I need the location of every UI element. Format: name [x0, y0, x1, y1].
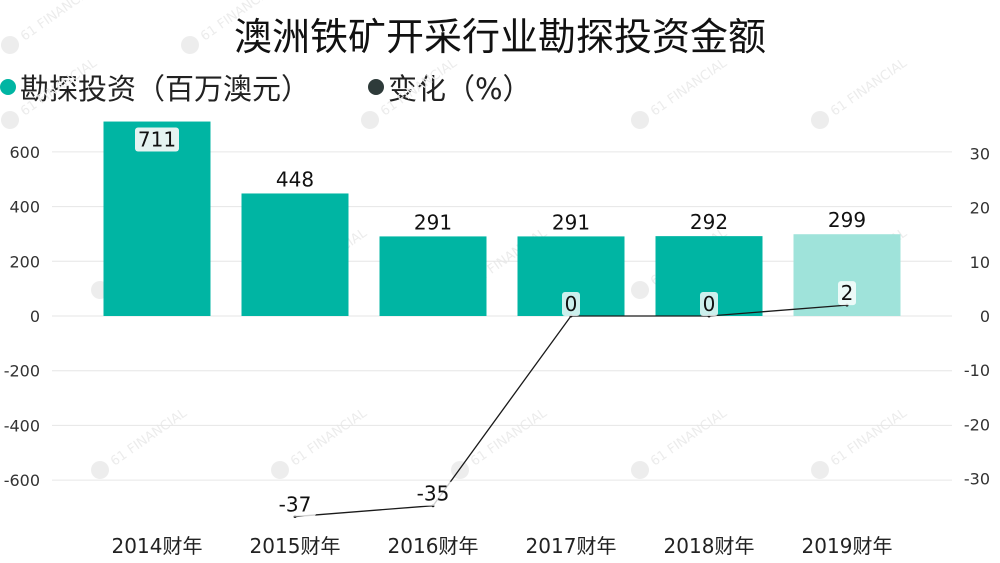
watermark-circle-icon [631, 281, 649, 299]
watermark-circle-icon [1, 111, 19, 129]
y-left-tick-label: -600 [4, 471, 40, 490]
watermark-logo-icon: 61 FINANCIAL [1, 55, 100, 129]
y-right-tick-label: 10 [970, 253, 990, 272]
watermark-circle-icon [361, 111, 379, 129]
watermark-logo-icon: 61 FINANCIAL [631, 55, 730, 129]
bar-data-label: 292 [690, 210, 728, 234]
bar [379, 236, 487, 316]
y-left-tick-label: 0 [30, 307, 40, 326]
bar-data-label: 448 [276, 167, 314, 191]
legend-label-change: 变化（%） [388, 72, 532, 106]
axis-layer: 6004002000-200-400-6003020100-10-20-3020… [4, 143, 990, 558]
bar [103, 121, 211, 316]
watermark-circle-icon [811, 111, 829, 129]
line-label-box [274, 492, 316, 517]
bar-data-label: 291 [552, 210, 590, 234]
line-label-box [562, 292, 580, 316]
watermark-circle-icon [1, 36, 19, 54]
watermark-logo-icon: 61 FINANCIAL [271, 405, 370, 479]
line-label-box [700, 292, 718, 316]
line-data-label: 2 [841, 281, 854, 305]
x-tick-label: 2014财年 [112, 534, 203, 558]
y-left-tick-label: -400 [4, 416, 40, 435]
watermark-text: 61 FINANCIAL [648, 405, 730, 469]
legend-item-investment[interactable]: 勘探投资（百万澳元） [0, 66, 310, 108]
line-data-label: 0 [565, 292, 578, 316]
watermark-logo-icon: 61 FINANCIAL [181, 0, 280, 54]
x-tick-label: 2016财年 [388, 534, 479, 558]
y-right-tick-label: 20 [970, 199, 990, 218]
watermark-circle-icon [631, 461, 649, 479]
watermark-logo-icon: 61 FINANCIAL [1, 0, 100, 54]
x-tick-label: 2018财年 [664, 534, 755, 558]
y-right-tick-label: -20 [964, 415, 990, 434]
watermark-circle-icon [631, 111, 649, 129]
watermark-circle-icon [91, 461, 109, 479]
watermark-text: 61 FINANCIAL [378, 55, 460, 119]
y-left-tick-label: 400 [9, 198, 40, 217]
bar-layer: 711 448 291 291 292 299 [103, 121, 901, 316]
y-right-tick-label: 30 [970, 144, 990, 163]
y-left-tick-label: 600 [9, 143, 40, 162]
change-line [294, 304, 848, 518]
bar-label-box [135, 127, 179, 152]
y-left-tick-label: 200 [9, 252, 40, 271]
x-tick-label: 2015财年 [250, 534, 341, 558]
watermark-text: 61 FINANCIAL [198, 0, 280, 44]
watermark-text: 61 FINANCIAL [18, 55, 100, 119]
bar-data-label: 711 [138, 128, 176, 152]
y-right-tick-label: 0 [980, 307, 990, 326]
watermark-text: 61 FINANCIAL [108, 405, 190, 469]
watermark-text: 61 FINANCIAL [18, 0, 100, 44]
watermark-text: 61 FINANCIAL [468, 405, 550, 469]
line-layer: -37 -35 0 0 2 [274, 281, 856, 519]
line-data-label: -37 [279, 493, 312, 517]
watermark-logo-icon: 61 FINANCIAL [811, 55, 910, 129]
watermark-text: 61 FINANCIAL [828, 55, 910, 119]
bar-data-label: 291 [414, 210, 452, 234]
watermark-text: 61 FINANCIAL [828, 405, 910, 469]
watermark-text: 61 FINANCIAL [288, 405, 370, 469]
watermark-logo-icon: 61 FINANCIAL [631, 405, 730, 479]
watermark-logo-icon: 61 FINANCIAL [811, 405, 910, 479]
chart-title: 澳洲铁矿开采行业勘探投资金额 [233, 15, 766, 59]
y-left-tick-label: -200 [4, 362, 40, 381]
line-data-label: 0 [703, 292, 716, 316]
y-right-tick-label: -10 [964, 361, 990, 380]
bar-data-label: 299 [828, 208, 866, 232]
x-tick-label: 2017财年 [526, 534, 617, 558]
watermark-logo-icon: 61 FINANCIAL [361, 55, 460, 129]
legend-item-change[interactable]: 变化（%） [368, 66, 532, 108]
bar [241, 193, 349, 316]
watermark-circle-icon [811, 461, 829, 479]
legend-label-investment: 勘探投资（百万澳元） [20, 72, 311, 106]
watermark-text: 61 FINANCIAL [648, 55, 730, 119]
watermark-logo-icon: 61 FINANCIAL [91, 405, 190, 479]
y-right-tick-label: -30 [964, 470, 990, 489]
watermark-circle-icon [271, 461, 289, 479]
watermark-circle-icon [451, 461, 469, 479]
line-label-box [412, 481, 454, 506]
line-label-box [838, 281, 856, 306]
x-tick-label: 2019财年 [802, 534, 893, 558]
legend-swatch-investment-icon [0, 79, 16, 95]
watermark-circle-icon [181, 36, 199, 54]
legend-swatch-change-icon [368, 79, 384, 95]
line-data-label: -35 [417, 482, 450, 506]
